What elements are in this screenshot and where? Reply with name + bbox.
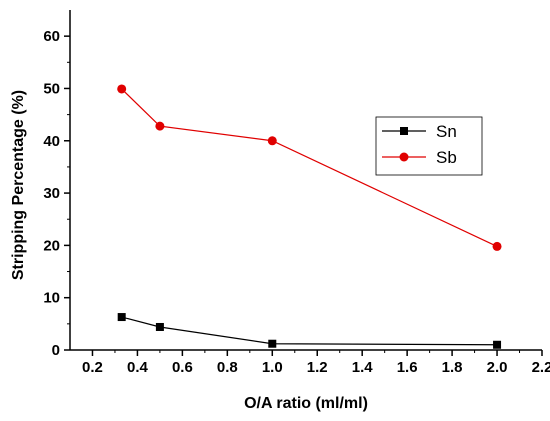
y-axis-title: Stripping Percentage (%) bbox=[10, 90, 27, 280]
x-tick-label: 1.8 bbox=[442, 359, 463, 376]
data-point-sn bbox=[268, 339, 277, 348]
x-axis-ticks: 0.2 0.4 0.6 0.8 1.0 1.2 1.4 1.6 1.8 2.0 2.2 bbox=[82, 350, 550, 376]
y-tick-label: 20 bbox=[43, 237, 60, 254]
x-tick-label: 1.6 bbox=[397, 359, 418, 376]
legend-items: Sn Sb bbox=[382, 122, 457, 167]
legend-marker-sb bbox=[399, 152, 409, 162]
series-line-sb bbox=[121, 88, 498, 247]
data-point-sb bbox=[492, 241, 502, 251]
data-point-sn bbox=[117, 313, 126, 322]
x-tick-label: 0.6 bbox=[172, 359, 193, 376]
data-series bbox=[117, 84, 502, 349]
y-tick-label: 40 bbox=[43, 133, 60, 150]
x-tick-label: 0.8 bbox=[217, 359, 238, 376]
data-point-sb bbox=[267, 136, 277, 146]
legend-box bbox=[375, 116, 483, 176]
x-tick-label: 1.4 bbox=[352, 359, 374, 376]
legend: Sn Sb bbox=[375, 116, 483, 176]
y-tick-label: 30 bbox=[43, 185, 60, 202]
legend-label-sn: Sn bbox=[436, 122, 457, 141]
data-point-sb bbox=[117, 84, 127, 94]
x-tick-label: 0.4 bbox=[127, 359, 149, 376]
y-tick-label: 50 bbox=[43, 80, 60, 97]
y-tick-label: 10 bbox=[43, 290, 60, 307]
legend-label-sb: Sb bbox=[436, 148, 457, 167]
legend-marker-sn bbox=[400, 127, 408, 135]
data-point-sn bbox=[493, 340, 502, 349]
y-tick-label: 60 bbox=[43, 28, 60, 45]
y-tick-label: 0 bbox=[52, 342, 60, 359]
x-tick-label: 1.0 bbox=[262, 359, 283, 376]
x-tick-label: 2.2 bbox=[532, 359, 550, 376]
data-point-sn bbox=[155, 322, 164, 331]
x-tick-label: 0.2 bbox=[82, 359, 103, 376]
axes bbox=[69, 10, 542, 351]
y-axis-ticks: 0 10 20 30 40 50 60 bbox=[43, 28, 70, 359]
data-point-sb bbox=[155, 121, 165, 131]
x-axis-title: O/A ratio (ml/ml) bbox=[244, 395, 368, 412]
x-tick-label: 2.0 bbox=[487, 359, 508, 376]
x-tick-label: 1.2 bbox=[307, 359, 328, 376]
series-line-sn bbox=[121, 316, 498, 346]
